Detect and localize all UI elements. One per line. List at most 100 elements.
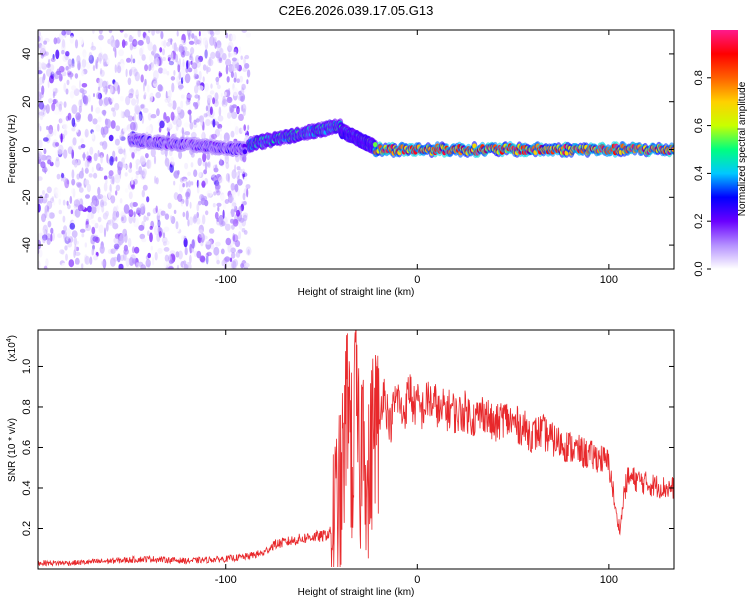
spectrogram-noise-mark [162, 241, 167, 246]
spectrogram-noise-mark [163, 226, 170, 232]
spectrogram-noise-mark [173, 42, 177, 53]
spectrogram-noise-mark [165, 240, 170, 246]
spectrogram-noise-mark [214, 211, 219, 220]
spectrogram-noise-mark [230, 130, 235, 138]
spectrogram-noise-mark [41, 213, 46, 223]
spectrogram-noise-mark [209, 35, 215, 46]
spectrogram-noise-mark [128, 34, 133, 43]
spectrogram-noise-mark [189, 201, 192, 209]
spectrogram-noise-mark [46, 125, 49, 131]
spectrogram-noise-mark [183, 235, 187, 241]
spectrogram-noise-mark [73, 236, 78, 246]
spectrogram-noise-mark [200, 220, 204, 229]
spectrogram-noise-mark [214, 41, 217, 49]
colorbar-label: Normalized spectral amplitude [737, 81, 748, 216]
spectrogram-noise-mark [198, 85, 204, 91]
spectrogram-noise-mark [212, 118, 216, 128]
spectrogram-noise-mark [98, 86, 100, 91]
spectrogram-noise-mark [225, 173, 230, 182]
spectrogram-noise-mark [218, 57, 223, 64]
spectrogram-noise-mark [38, 232, 44, 241]
spectrogram-noise-mark [217, 206, 220, 212]
spectrogram-noise-mark [177, 113, 183, 120]
spectrogram-noise-mark [120, 254, 125, 262]
spectrogram-noise-mark [215, 76, 220, 83]
spectrogram-noise-mark [196, 186, 200, 194]
spectrogram-noise-mark [225, 237, 232, 246]
spectrogram-noise-mark [189, 216, 194, 226]
spectrogram-noise-mark [108, 97, 111, 102]
spectrogram-noise-mark [134, 149, 137, 154]
spectrogram-noise-mark [178, 84, 184, 90]
spectrogram-noise-mark [85, 131, 88, 138]
spectrogram-noise-mark [67, 112, 72, 121]
spectrogram-noise-mark [139, 47, 143, 57]
spectrogram-noise-mark [76, 173, 80, 180]
spectrogram-noise-mark [193, 216, 198, 223]
spectrogram-noise-mark [85, 194, 90, 199]
spectrogram-noise-mark [102, 195, 107, 204]
spectrogram-noise-mark [118, 263, 124, 269]
spectrogram-noise-mark [69, 90, 75, 99]
spectrogram-noise-mark [149, 54, 154, 63]
y-tick-label: 0.2 [21, 521, 33, 536]
spectrogram-noise-mark [178, 71, 181, 81]
spectrogram-noise-mark [122, 127, 127, 133]
spectrogram-noise-mark [71, 118, 75, 127]
spectrogram-noise-mark [143, 94, 146, 100]
x-tick-label: 0 [414, 574, 420, 586]
spectrogram-noise-mark [184, 73, 191, 84]
spectrogram-noise-mark [246, 188, 249, 198]
spectrogram-noise-mark [88, 51, 93, 61]
spectrogram-noise-mark [234, 183, 239, 193]
spectrogram-noise-mark [115, 245, 118, 252]
spectrogram-noise-mark [182, 205, 187, 212]
spectrogram-noise-mark [63, 82, 67, 93]
spectrogram-noise-mark [214, 183, 221, 190]
spectrogram-noise-mark [199, 115, 204, 123]
spectrogram-noise-mark [93, 172, 98, 179]
spectrogram-ticks: -100 0 100 -40 -20 0 20 40 [21, 30, 674, 286]
spectrogram-noise-mark [224, 223, 231, 231]
spectrogram-noise-mark [182, 183, 185, 188]
spectrogram-noise-mark [73, 203, 79, 209]
spectrogram-noise-mark [227, 212, 232, 221]
spectrogram-noise-mark [98, 34, 104, 41]
spectrogram-noise-mark [190, 162, 194, 168]
spectrogram-noise-mark [93, 254, 98, 261]
spectrogram-noise-mark [193, 213, 197, 220]
spectrogram-noise-mark [233, 77, 237, 83]
spectrogram-noise-mark [152, 77, 158, 84]
spectrogram-noise-mark [196, 217, 201, 225]
spectrogram-noise-mark [60, 133, 63, 143]
spectrogram-noise-mark [234, 126, 239, 135]
spectrogram-noise-mark [46, 186, 52, 194]
spectrogram-noise-mark [102, 53, 108, 62]
spectrogram-noise-mark [130, 201, 133, 210]
spectrogram-noise-mark [133, 89, 140, 96]
spectrogram-noise-mark [99, 245, 105, 254]
spectrogram-noise-mark [231, 33, 237, 42]
spectrogram-noise-mark [218, 56, 223, 62]
spectrogram-noise-mark [140, 45, 145, 55]
spectrogram-noise-mark [213, 191, 217, 196]
spectrogram-noise-mark [216, 202, 222, 207]
spectrogram-noise-mark [112, 109, 117, 118]
spectrogram-noise-mark [207, 161, 211, 169]
spectrogram-noise-mark [104, 85, 108, 95]
spectrogram-noise-mark [88, 173, 93, 178]
spectrogram-noise-mark [152, 207, 158, 214]
spectrogram-noise-mark [58, 32, 64, 40]
spectrogram-noise-mark [163, 112, 167, 122]
spectrogram-noise-mark [162, 232, 166, 239]
spectrogram-noise-mark [176, 118, 182, 128]
spectrogram-noise-mark [177, 64, 181, 73]
spectrogram-noise-mark [71, 127, 76, 132]
spectrogram-noise-mark [125, 95, 131, 106]
spectrogram-noise-mark [167, 121, 172, 129]
spectrogram-noise-mark [194, 35, 198, 46]
spectrogram-noise-mark [142, 107, 149, 113]
spectrogram-noise-mark [220, 248, 225, 255]
spectrogram-noise-mark [80, 98, 83, 108]
spectrogram-signal-mark [242, 149, 248, 155]
